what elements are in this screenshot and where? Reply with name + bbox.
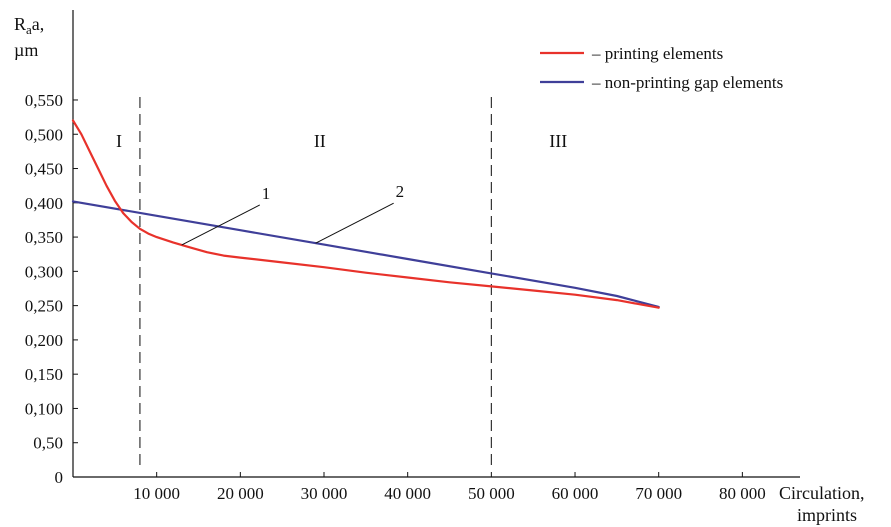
x-tick-label: 80 000: [719, 484, 766, 503]
y-axis-unit: µm: [14, 40, 38, 60]
y-tick-label: 0,300: [25, 262, 63, 281]
x-axis-unit: imprints: [797, 505, 857, 525]
x-tick-label: 30 000: [301, 484, 348, 503]
region-label: III: [549, 131, 567, 151]
x-tick-label: 50 000: [468, 484, 515, 503]
legend-label-printing: – printing elements: [591, 44, 723, 63]
callout-label: 2: [396, 182, 405, 201]
legend-label-non-printing: – non-printing gap elements: [591, 73, 783, 92]
series-line-printing: [71, 119, 660, 309]
y-tick-label: 0: [55, 468, 64, 487]
callout-label: 1: [262, 184, 271, 203]
x-tick-label: 20 000: [217, 484, 264, 503]
y-tick-label: 0,550: [25, 91, 63, 110]
ticks: 0 0,50 0,100 0,150 0,200 0,250 0,300 0,350 0,400…: [25, 91, 766, 503]
region-label: II: [314, 131, 326, 151]
series: [71, 119, 660, 309]
y-tick-label: 0,150: [25, 365, 63, 384]
region-labels: I II III: [116, 131, 567, 151]
x-tick-label: 60 000: [552, 484, 599, 503]
y-tick-label: 0,450: [25, 160, 63, 179]
series-line-non-printing: [71, 200, 660, 309]
reference-lines: [139, 97, 492, 469]
region-label: I: [116, 131, 122, 151]
y-tick-label: 0,500: [25, 125, 63, 144]
x-tick-label: 10 000: [133, 484, 180, 503]
x-tick-label: 40 000: [384, 484, 431, 503]
y-axis-label: Raa,: [14, 14, 44, 37]
y-tick-label: 0,100: [25, 399, 63, 418]
axes: [72, 10, 800, 478]
callout-leader: [315, 202, 394, 244]
x-axis-label: Circulation,: [779, 483, 864, 503]
y-tick-label: 0,400: [25, 194, 63, 213]
legend: – printing elements – non-printing gap e…: [540, 44, 783, 92]
y-tick-label: 0,200: [25, 331, 63, 350]
y-tick-label: 0,250: [25, 297, 63, 316]
y-tick-label: 0,350: [25, 228, 63, 247]
x-tick-label: 70 000: [635, 484, 682, 503]
callout-leader: [181, 204, 260, 246]
y-tick-label: 0,50: [33, 434, 63, 453]
